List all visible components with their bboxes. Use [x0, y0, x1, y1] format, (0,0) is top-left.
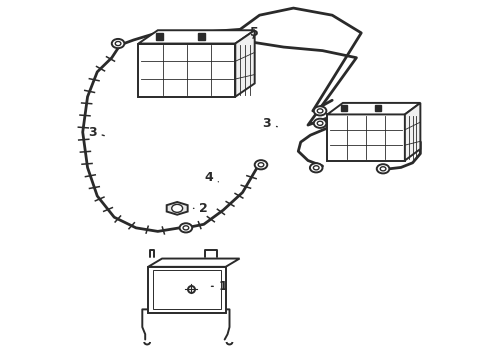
Text: 3: 3: [263, 117, 277, 130]
Text: 3: 3: [88, 126, 104, 139]
Circle shape: [183, 226, 189, 230]
Circle shape: [258, 163, 264, 167]
Text: 1: 1: [212, 280, 227, 293]
Circle shape: [377, 164, 390, 174]
FancyBboxPatch shape: [148, 267, 225, 313]
Polygon shape: [167, 202, 188, 215]
Text: 5: 5: [250, 26, 259, 39]
Polygon shape: [327, 103, 420, 114]
Polygon shape: [405, 103, 420, 161]
Circle shape: [172, 204, 183, 212]
Polygon shape: [148, 258, 240, 267]
FancyBboxPatch shape: [327, 114, 405, 161]
Bar: [375, 105, 381, 111]
Circle shape: [317, 109, 323, 113]
Polygon shape: [235, 30, 255, 97]
Text: 2: 2: [194, 202, 208, 215]
FancyBboxPatch shape: [138, 44, 235, 97]
Circle shape: [317, 121, 323, 125]
Bar: [198, 33, 205, 40]
Circle shape: [314, 119, 326, 128]
Circle shape: [310, 163, 322, 172]
Circle shape: [314, 166, 319, 170]
Circle shape: [380, 167, 386, 171]
Circle shape: [314, 106, 326, 116]
Polygon shape: [138, 30, 255, 44]
Circle shape: [115, 41, 121, 46]
Circle shape: [112, 39, 124, 48]
Bar: [342, 105, 347, 111]
Text: 4: 4: [204, 171, 219, 184]
Circle shape: [255, 160, 267, 169]
Bar: [156, 33, 163, 40]
Circle shape: [180, 223, 192, 233]
